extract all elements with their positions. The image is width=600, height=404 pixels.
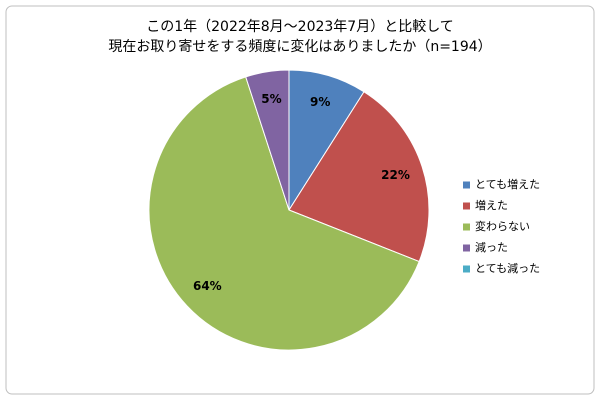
pie-slice <box>288 91 430 263</box>
legend-swatch <box>463 202 470 210</box>
pie-slice <box>148 76 420 351</box>
legend-label: 変わらない <box>475 219 530 233</box>
legend-label: とても増えた <box>475 178 540 191</box>
legend-label: とても減った <box>475 261 540 275</box>
legend-swatch <box>463 244 470 252</box>
data-label: 5% <box>261 92 281 106</box>
pie-slice <box>288 69 365 212</box>
pie-slice <box>245 69 290 211</box>
legend-swatch <box>463 181 470 189</box>
legend-label: 増えた <box>475 199 508 212</box>
data-label: 64% <box>193 279 222 293</box>
chart-title: 現在お取り寄せをする頻度に変化はありましたか（n=194） <box>108 38 491 55</box>
data-label: 22% <box>381 168 410 182</box>
legend-swatch <box>463 223 470 231</box>
chart-title: この1年（2022年8月～2023年7月）と比較して <box>146 19 454 35</box>
legend-label: 減った <box>475 240 508 254</box>
legend-swatch <box>463 265 470 273</box>
data-label: 9% <box>310 95 330 109</box>
